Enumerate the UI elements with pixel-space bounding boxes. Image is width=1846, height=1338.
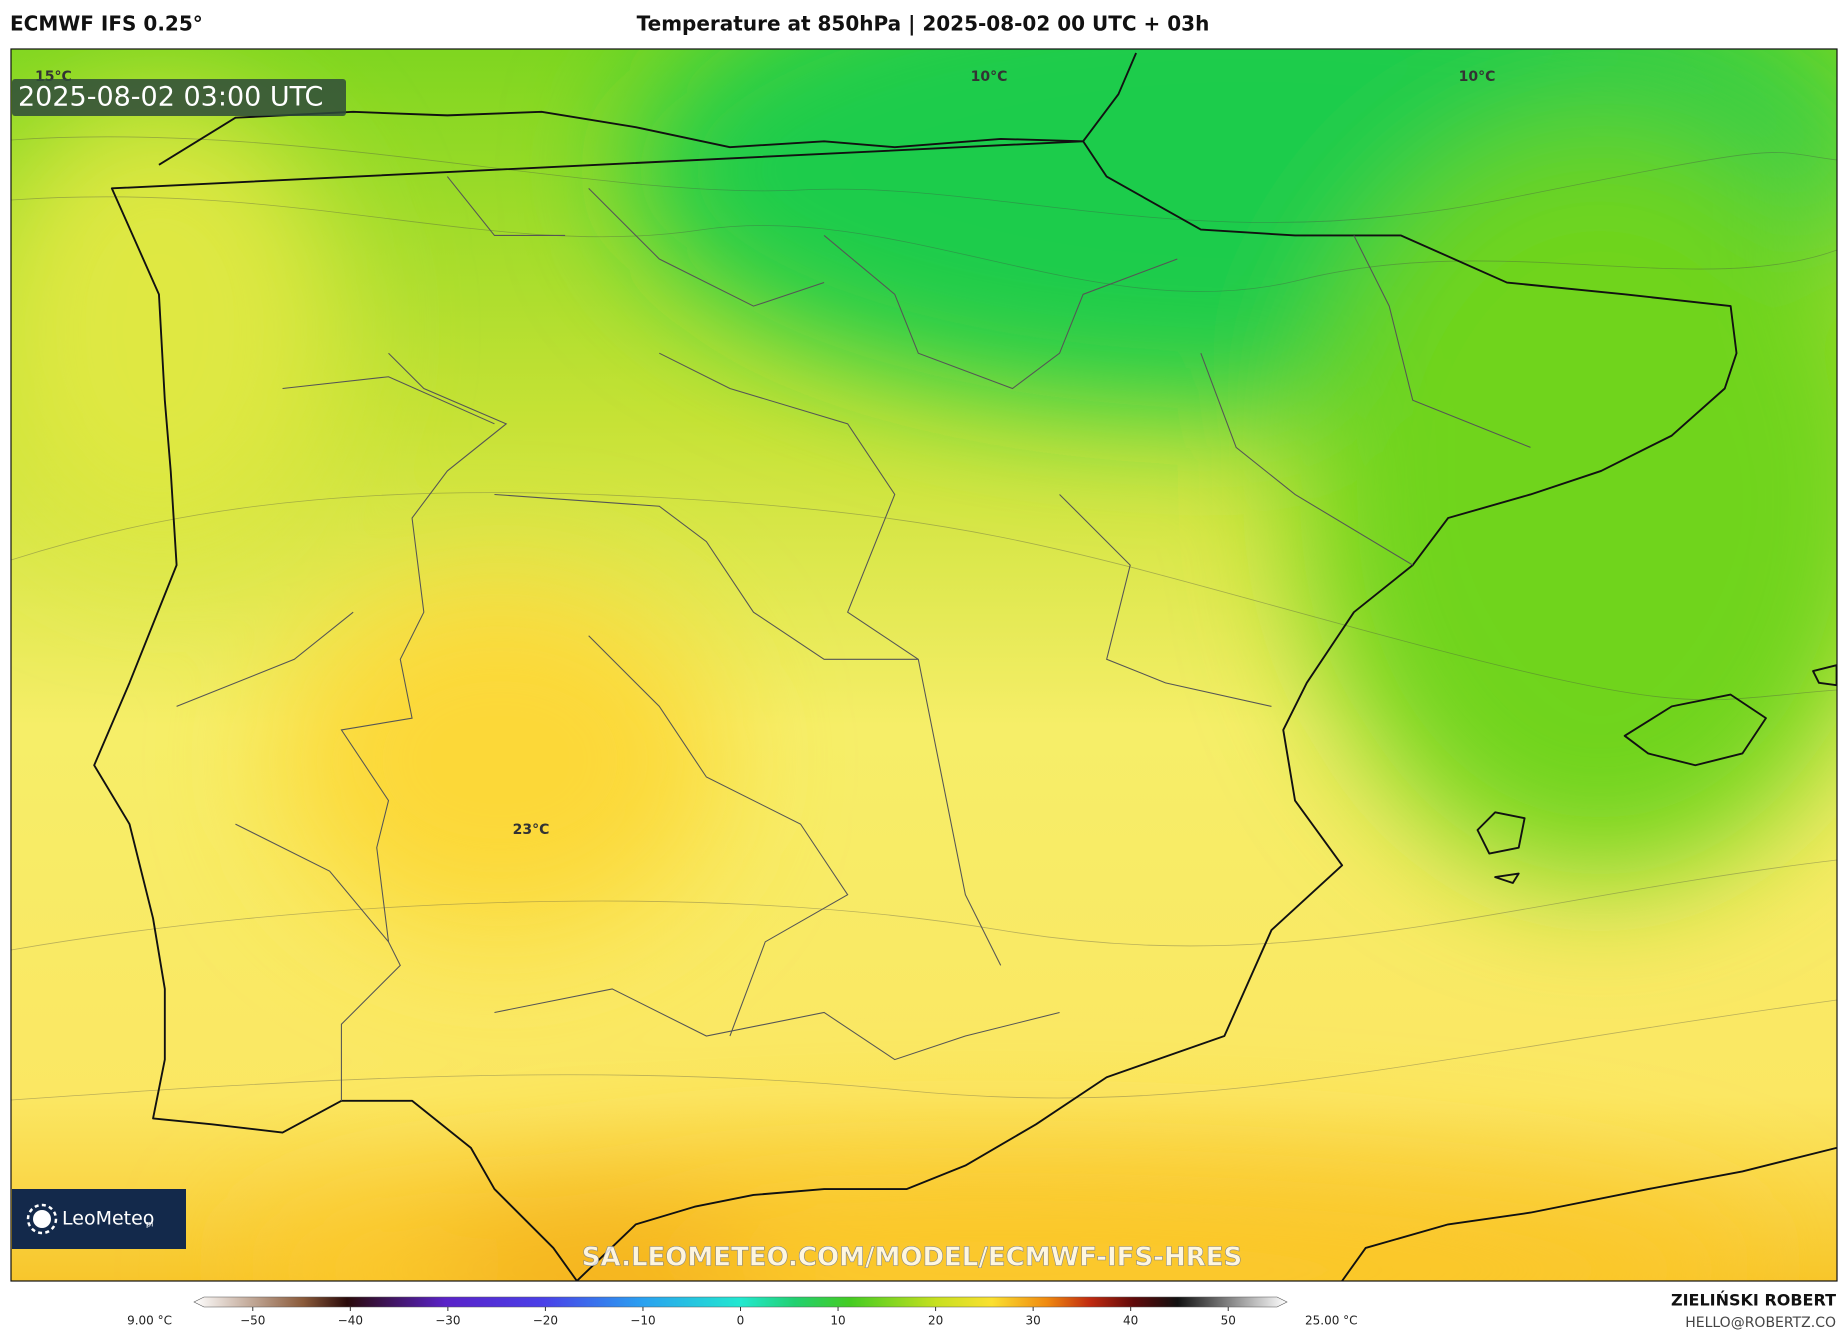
timestamp: 2025-08-02 03:00 UTC	[18, 82, 323, 113]
colorbar-tick-label: 10	[830, 1314, 845, 1328]
model-name: ECMWF IFS 0.25°	[10, 12, 203, 36]
map-title: Temperature at 850hPa | 2025-08-02 00 UT…	[637, 12, 1210, 36]
colorbar-tick-label: −40	[338, 1314, 363, 1328]
colorbar-bar	[193, 1296, 1288, 1308]
contour-label: 10°C	[1459, 69, 1496, 85]
email: HELLO@ROBERTZ.CO	[1685, 1315, 1836, 1331]
watermark: SA.LEOMETEO.COM/MODEL/ECMWF-IFS-HRES	[582, 1243, 1242, 1273]
colorbar-tick-label: 40	[1123, 1314, 1138, 1328]
colorbar-tick-label: 20	[928, 1314, 943, 1328]
contour-label: 10°C	[971, 69, 1008, 85]
logo-suffix: pl	[146, 1220, 153, 1229]
colorbar: −50 −40 −30 −20 −10 0 10 20 30 40 50	[193, 1296, 1288, 1328]
logo-text: LeoMeteo	[62, 1208, 154, 1230]
colorbar-max: 25.00 °C	[1305, 1314, 1358, 1328]
colorbar-tick-label: −50	[240, 1314, 265, 1328]
colorbar-tick-label: 50	[1221, 1314, 1236, 1328]
timestamp-box	[12, 79, 346, 116]
colorbar-tick-label: −20	[533, 1314, 558, 1328]
contour-label: 23°C	[513, 822, 550, 838]
colorbar-tick-label: 0	[737, 1314, 745, 1328]
map-frame	[10, 48, 1838, 1282]
colorbar-tick-label: 30	[1025, 1314, 1040, 1328]
colorbar-tick-label: −10	[630, 1314, 655, 1328]
colorbar-min: 9.00 °C	[127, 1314, 172, 1328]
author: ZIELIŃSKI ROBERT	[1671, 1291, 1836, 1310]
logo-icon	[26, 1203, 58, 1235]
colorbar-tick-label: −30	[435, 1314, 460, 1328]
